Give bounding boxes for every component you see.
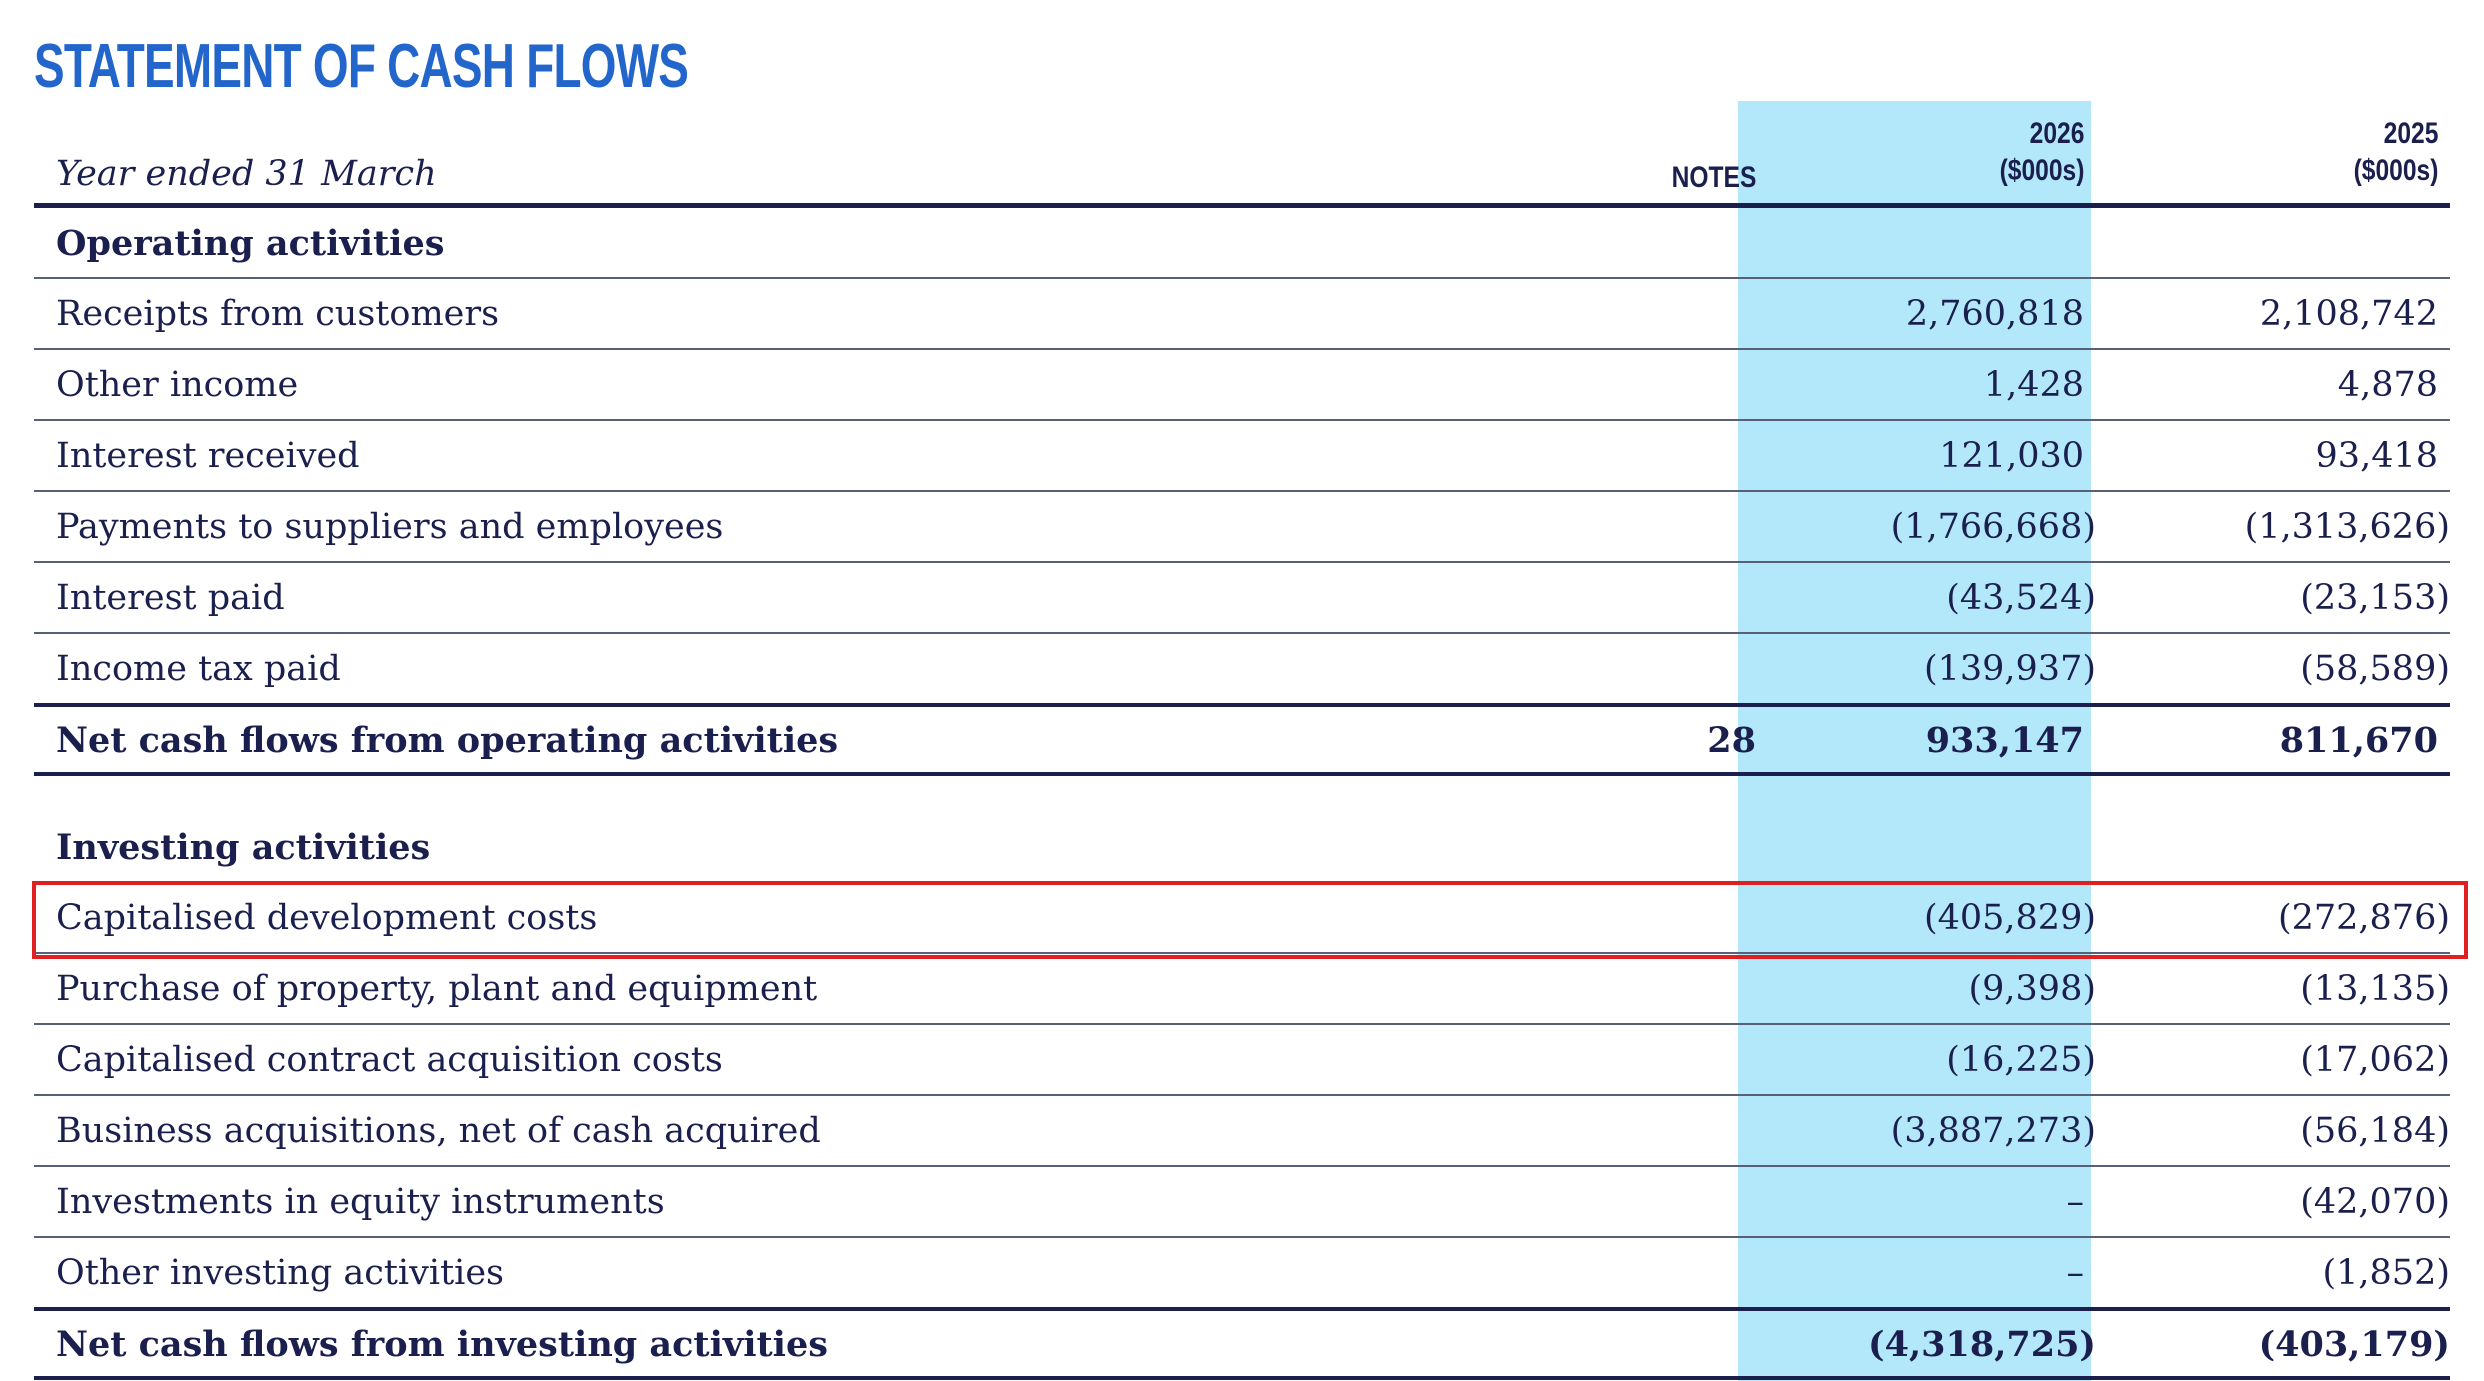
row-label: Investing activities <box>56 827 431 868</box>
row-label: Net cash flows from operating activities <box>56 720 839 761</box>
value-2026: – <box>2066 1253 2085 1293</box>
column-header-2025: 2025 ($000s) <box>2353 115 2438 189</box>
value-2026: (1,766,668) <box>1890 507 2096 547</box>
row-label: Other investing activities <box>56 1253 505 1293</box>
section-heading-investing: Investing activities <box>34 812 2450 883</box>
header-2026-unit: ($000s) <box>1999 154 2084 187</box>
value-2025: 4,878 <box>2337 365 2438 405</box>
table-row: Payments to suppliers and employees (1,7… <box>34 492 2450 563</box>
row-label: Other income <box>56 365 299 405</box>
table-row: Business acquisitions, net of cash acqui… <box>34 1096 2450 1167</box>
notes-ref: 28 <box>1707 720 1756 761</box>
value-2026: (9,398) <box>1968 969 2096 1009</box>
value-2025: (56,184) <box>2300 1111 2450 1151</box>
table-row: Investments in equity instruments – (42,… <box>34 1167 2450 1238</box>
table-row: Other income 1,428 4,878 <box>34 350 2450 421</box>
row-label: Payments to suppliers and employees <box>56 507 724 547</box>
selected-row-outline <box>32 881 2468 959</box>
value-2026: (405,829) <box>1923 898 2096 938</box>
current-year-column-highlight <box>1738 101 2091 1381</box>
value-2025: (23,153) <box>2300 578 2450 618</box>
row-label: Interest received <box>56 436 360 476</box>
table-row: Capitalised contract acquisition costs (… <box>34 1025 2450 1096</box>
table-row-selected: Capitalised development costs (405,829) … <box>34 883 2450 954</box>
table-header: Year ended 31 March NOTES 2026 ($000s) 2… <box>34 101 2450 205</box>
table-row: Receipts from customers 2,760,818 2,108,… <box>34 279 2450 350</box>
row-label: Interest paid <box>56 578 285 618</box>
header-divider <box>34 203 2450 208</box>
row-label: Purchase of property, plant and equipmen… <box>56 969 818 1009</box>
value-2026: (16,225) <box>1946 1040 2096 1080</box>
value-2026: 121,030 <box>1939 436 2084 476</box>
table-row: Interest received 121,030 93,418 <box>34 421 2450 492</box>
row-label: Business acquisitions, net of cash acqui… <box>56 1111 821 1151</box>
value-2025: (1,313,626) <box>2244 507 2450 547</box>
row-label: Income tax paid <box>56 649 341 689</box>
value-2025: (58,589) <box>2300 649 2450 689</box>
value-2025: (403,179) <box>2258 1324 2450 1365</box>
value-2025: (42,070) <box>2300 1182 2450 1222</box>
row-label: Capitalised contract acquisition costs <box>56 1040 723 1080</box>
row-label: Capitalised development costs <box>56 898 598 938</box>
table-row: Income tax paid (139,937) (58,589) <box>34 634 2450 705</box>
total-row-operating: Net cash flows from operating activities… <box>34 703 2450 776</box>
value-2026: (3,887,273) <box>1890 1111 2096 1151</box>
value-2026: (43,524) <box>1946 578 2096 618</box>
value-2026: – <box>2066 1182 2085 1222</box>
row-label: Operating activities <box>56 223 445 264</box>
page-title: STATEMENT OF CASH FLOWS <box>34 32 689 101</box>
period-label: Year ended 31 March <box>56 154 437 194</box>
table-row: Other investing activities – (1,852) <box>34 1238 2450 1309</box>
column-header-2026: 2026 ($000s) <box>1999 115 2084 189</box>
value-2026: 1,428 <box>1983 365 2084 405</box>
value-2025: (13,135) <box>2300 969 2450 1009</box>
header-2025-unit: ($000s) <box>2353 154 2438 187</box>
header-2026-year: 2026 <box>2029 117 2084 150</box>
value-2025: (1,852) <box>2322 1253 2450 1293</box>
table-row: Purchase of property, plant and equipmen… <box>34 954 2450 1025</box>
notes-column-header: NOTES <box>1671 159 1756 196</box>
value-2025: 93,418 <box>2315 436 2438 476</box>
header-2025-year: 2025 <box>2383 117 2438 150</box>
notes-header-label: NOTES <box>1671 161 1756 194</box>
value-2026: (4,318,725) <box>1868 1324 2096 1365</box>
table-row: Interest paid (43,524) (23,153) <box>34 563 2450 634</box>
row-label: Net cash flows from investing activities <box>56 1324 828 1365</box>
total-row-investing: Net cash flows from investing activities… <box>34 1307 2450 1380</box>
value-2026: 933,147 <box>1925 720 2084 761</box>
row-label: Receipts from customers <box>56 294 500 334</box>
value-2025: 811,670 <box>2279 720 2438 761</box>
value-2026: (139,937) <box>1923 649 2096 689</box>
row-label: Investments in equity instruments <box>56 1182 665 1222</box>
value-2025: 2,108,742 <box>2259 294 2438 334</box>
value-2025: (17,062) <box>2300 1040 2450 1080</box>
value-2026: 2,760,818 <box>1905 294 2084 334</box>
value-2025: (272,876) <box>2277 898 2450 938</box>
section-heading-operating: Operating activities <box>34 208 2450 279</box>
